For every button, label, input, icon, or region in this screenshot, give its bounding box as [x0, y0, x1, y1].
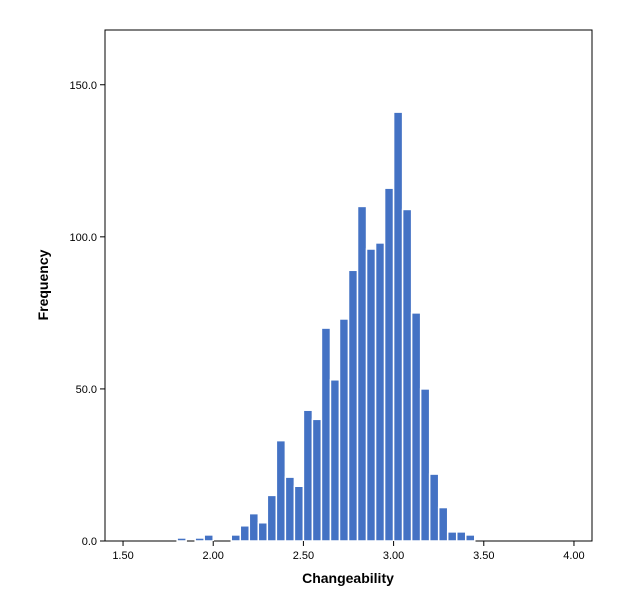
y-axis-title: Frequency	[35, 249, 51, 320]
histogram-bar	[293, 485, 305, 542]
x-tick-label: 3.50	[473, 550, 494, 562]
histogram-bar	[176, 537, 187, 542]
x-tick-label: 2.50	[293, 550, 314, 562]
histogram-bar	[419, 388, 431, 542]
histogram-bar	[275, 439, 287, 542]
y-axis: 0.0 50.0 100.0 150.0	[69, 80, 105, 548]
histogram-bar	[311, 418, 323, 542]
histogram-bar	[401, 208, 413, 542]
histogram-bar	[329, 379, 341, 542]
histogram-bar	[347, 269, 359, 542]
histogram-bar	[437, 506, 449, 542]
histogram-bar	[428, 473, 440, 542]
histogram-bar	[302, 409, 314, 542]
histogram-bar	[194, 537, 205, 542]
x-tick-label: 4.00	[563, 550, 584, 562]
y-tick-label: 0.0	[82, 536, 97, 548]
histogram-bar	[383, 187, 395, 542]
bars-group	[176, 111, 476, 542]
histogram-bar	[320, 327, 332, 542]
histogram-bar	[203, 534, 214, 542]
histogram-bar	[230, 534, 242, 542]
histogram-bar	[239, 525, 251, 542]
histogram-bar	[284, 476, 296, 542]
histogram-bar	[410, 312, 422, 542]
histogram-bar	[464, 534, 476, 542]
histogram-bar	[257, 522, 269, 542]
histogram-bar	[374, 242, 386, 542]
histogram-bar	[455, 531, 467, 542]
histogram-bar	[356, 205, 368, 542]
histogram-bar	[392, 111, 404, 542]
x-tick-label: 3.00	[383, 550, 404, 562]
y-tick-label: 50.0	[76, 384, 97, 396]
x-axis: 1.50 2.00 2.50 3.00 3.50 4.00	[112, 541, 585, 562]
histogram-bar	[365, 248, 377, 542]
histogram-bar	[266, 494, 278, 542]
x-tick-label: 2.00	[203, 550, 224, 562]
histogram-bar	[338, 318, 350, 542]
y-tick-label: 150.0	[69, 80, 97, 92]
y-tick-label: 100.0	[69, 232, 97, 244]
histogram-bar	[248, 512, 260, 542]
x-tick-label: 1.50	[112, 550, 133, 562]
histogram-bar	[446, 531, 458, 542]
x-axis-title: Changeability	[302, 570, 394, 586]
